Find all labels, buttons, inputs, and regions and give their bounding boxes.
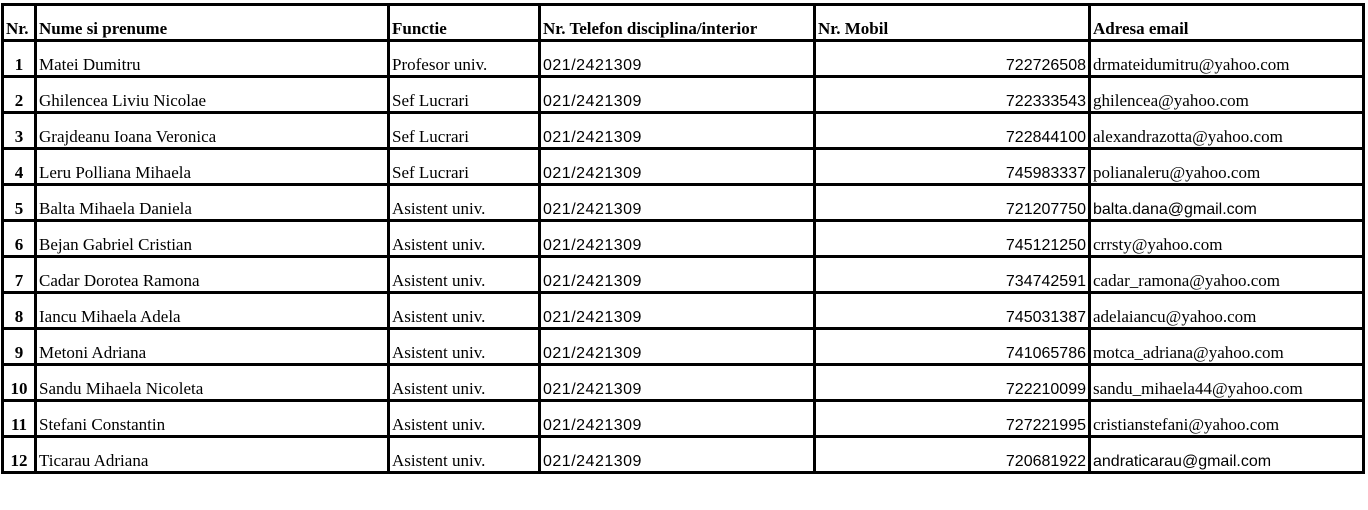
cell-nr: 12 [1,435,37,474]
cell-mobile: 722210099 [813,363,1091,402]
header-nr: Nr. [1,3,37,42]
cell-email: cadar_ramona@yahoo.com [1088,255,1365,294]
table-row: 1 Matei Dumitru Profesor univ. 021/2421309 7… [1,39,1365,78]
cell-name: Matei Dumitru [34,39,390,78]
cell-role: Profesor univ. [387,39,541,78]
table-row: 10 Sandu Mihaela Nicoleta Asistent univ. 02… [1,363,1365,402]
cell-mobile: 720681922 [813,435,1091,474]
cell-phone: 021/2421309 [538,147,816,186]
header-mobile: Nr. Mobil [813,3,1091,42]
cell-phone: 021/2421309 [538,399,816,438]
header-row: Nr. Nume si prenume Functie Nr. Telefon … [1,3,1365,42]
header-email: Adresa email [1088,3,1365,42]
table-row: 9 Metoni Adriana Asistent univ. 021/2421309… [1,327,1365,366]
cell-role: Sef Lucrari [387,111,541,150]
table-row: 5 Balta Mihaela Daniela Asistent univ. 021/… [1,183,1365,222]
cell-nr: 11 [1,399,37,438]
cell-phone: 021/2421309 [538,219,816,258]
staff-table: Nr. Nume si prenume Functie Nr. Telefon … [1,3,1365,474]
cell-nr: 4 [1,147,37,186]
cell-nr: 9 [1,327,37,366]
cell-role: Asistent univ. [387,435,541,474]
cell-name: Ticarau Adriana [34,435,390,474]
table-row: 7 Cadar Dorotea Ramona Asistent univ. 021/2… [1,255,1365,294]
cell-name: Grajdeanu Ioana Veronica [34,111,390,150]
cell-email: ghilencea@yahoo.com [1088,75,1365,114]
cell-role: Asistent univ. [387,399,541,438]
header-role: Functie [387,3,541,42]
cell-phone: 021/2421309 [538,435,816,474]
table-row: 6 Bejan Gabriel Cristian Asistent univ. 021… [1,219,1365,258]
cell-email: andraticarau@gmail.com [1088,435,1365,474]
cell-phone: 021/2421309 [538,39,816,78]
cell-nr: 3 [1,111,37,150]
cell-mobile: 734742591 [813,255,1091,294]
cell-name: Cadar Dorotea Ramona [34,255,390,294]
cell-mobile: 741065786 [813,327,1091,366]
cell-mobile: 745983337 [813,147,1091,186]
table-row: 8 Iancu Mihaela Adela Asistent univ. 021/24… [1,291,1365,330]
table-row: 11 Stefani Constantin Asistent univ. 021/24… [1,399,1365,438]
cell-email: crrsty@yahoo.com [1088,219,1365,258]
cell-nr: 6 [1,219,37,258]
cell-role: Asistent univ. [387,327,541,366]
cell-email: adelaiancu@yahoo.com [1088,291,1365,330]
header-phone: Nr. Telefon disciplina/interior [538,3,816,42]
cell-nr: 2 [1,75,37,114]
cell-name: Iancu Mihaela Adela [34,291,390,330]
table-row: 12 Ticarau Adriana Asistent univ. 021/24213… [1,435,1365,474]
cell-mobile: 721207750 [813,183,1091,222]
cell-phone: 021/2421309 [538,75,816,114]
cell-mobile: 722333543 [813,75,1091,114]
cell-email: sandu_mihaela44@yahoo.com [1088,363,1365,402]
cell-mobile: 745031387 [813,291,1091,330]
table-row: 4 Leru Polliana Mihaela Sef Lucrari 021/242… [1,147,1365,186]
cell-name: Leru Polliana Mihaela [34,147,390,186]
cell-name: Bejan Gabriel Cristian [34,219,390,258]
cell-role: Sef Lucrari [387,75,541,114]
cell-email: balta.dana@gmail.com [1088,183,1365,222]
cell-nr: 1 [1,39,37,78]
cell-nr: 5 [1,183,37,222]
cell-role: Asistent univ. [387,255,541,294]
cell-role: Sef Lucrari [387,147,541,186]
cell-name: Metoni Adriana [34,327,390,366]
cell-name: Ghilencea Liviu Nicolae [34,75,390,114]
table-row: 3 Grajdeanu Ioana Veronica Sef Lucrari 021/… [1,111,1365,150]
cell-phone: 021/2421309 [538,183,816,222]
cell-email: motca_adriana@yahoo.com [1088,327,1365,366]
cell-email: polianaleru@yahoo.com [1088,147,1365,186]
cell-role: Asistent univ. [387,363,541,402]
cell-role: Asistent univ. [387,219,541,258]
cell-phone: 021/2421309 [538,255,816,294]
table-row: 2 Ghilencea Liviu Nicolae Sef Lucrari 021/2… [1,75,1365,114]
header-name: Nume si prenume [34,3,390,42]
cell-name: Stefani Constantin [34,399,390,438]
cell-name: Sandu Mihaela Nicoleta [34,363,390,402]
cell-phone: 021/2421309 [538,363,816,402]
cell-email: alexandrazotta@yahoo.com [1088,111,1365,150]
cell-email: drmateidumitru@yahoo.com [1088,39,1365,78]
cell-mobile: 727221995 [813,399,1091,438]
cell-mobile: 722726508 [813,39,1091,78]
cell-nr: 8 [1,291,37,330]
cell-email: cristianstefani@yahoo.com [1088,399,1365,438]
cell-role: Asistent univ. [387,291,541,330]
cell-phone: 021/2421309 [538,327,816,366]
cell-mobile: 745121250 [813,219,1091,258]
cell-phone: 021/2421309 [538,111,816,150]
cell-nr: 10 [1,363,37,402]
cell-nr: 7 [1,255,37,294]
cell-mobile: 722844100 [813,111,1091,150]
cell-name: Balta Mihaela Daniela [34,183,390,222]
cell-phone: 021/2421309 [538,291,816,330]
cell-role: Asistent univ. [387,183,541,222]
